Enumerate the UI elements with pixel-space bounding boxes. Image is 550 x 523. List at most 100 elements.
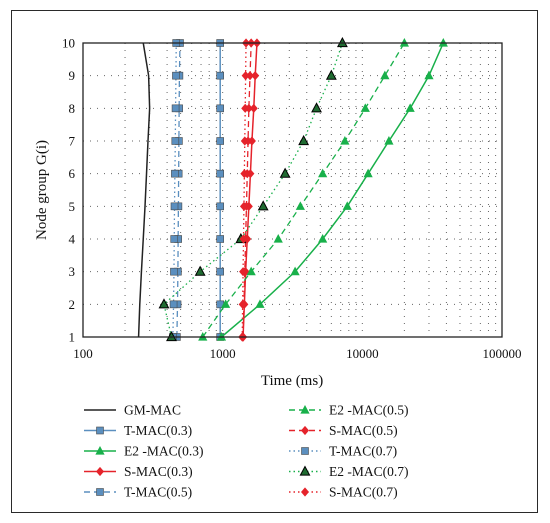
data-point xyxy=(311,102,322,113)
x-tick-label: 100000 xyxy=(483,346,522,361)
data-point xyxy=(194,265,206,276)
data-point xyxy=(216,104,224,113)
data-point xyxy=(216,71,224,80)
data-point xyxy=(170,267,178,276)
series-e2-mac-0-5- xyxy=(198,38,409,341)
data-point xyxy=(318,234,328,243)
tick-labels: 100 1000 10000 100000 1 2 3 4 5 6 7 8 9 10 xyxy=(62,36,522,362)
data-point xyxy=(216,235,224,243)
series-s-mac-0-7- xyxy=(238,38,251,342)
y-tick-label: 7 xyxy=(69,134,76,149)
series-line xyxy=(242,42,252,338)
data-point xyxy=(96,466,104,477)
series-line xyxy=(163,42,344,338)
data-point xyxy=(290,266,300,276)
data-point xyxy=(246,266,256,276)
plot-area xyxy=(82,42,503,338)
data-point xyxy=(340,136,350,145)
data-point xyxy=(171,169,179,178)
data-point xyxy=(298,134,310,146)
y-tick-label: 4 xyxy=(69,232,76,247)
legend-item: S-MAC(0.5) xyxy=(289,423,398,438)
data-point xyxy=(336,36,348,48)
data-point xyxy=(169,300,178,309)
legend-label: S-MAC(0.7) xyxy=(329,485,398,500)
data-point xyxy=(216,202,224,211)
data-point xyxy=(96,488,104,496)
data-point xyxy=(299,465,311,476)
data-point xyxy=(325,69,337,80)
data-point xyxy=(255,299,265,308)
data-point xyxy=(399,38,409,47)
legend-item: E2 -MAC(0.5) xyxy=(289,403,409,418)
data-point xyxy=(170,235,179,243)
series-e2-mac-0-7- xyxy=(158,36,348,342)
data-point xyxy=(240,136,249,146)
data-point xyxy=(216,169,224,178)
legend-label: E2 -MAC(0.3) xyxy=(124,444,204,459)
data-point xyxy=(360,103,370,112)
series-e2-mac-0-3- xyxy=(216,38,448,341)
legend-label: T-MAC(0.5) xyxy=(124,485,192,500)
data-point xyxy=(171,104,180,113)
data-point xyxy=(198,332,208,341)
data-point xyxy=(380,70,390,80)
legend-item: E2 -MAC(0.7) xyxy=(289,464,409,479)
data-point xyxy=(239,234,248,244)
data-point xyxy=(249,103,258,113)
data-point xyxy=(257,200,269,211)
legend-item: S-MAC(0.3) xyxy=(84,464,193,479)
data-point xyxy=(273,234,283,243)
data-point xyxy=(216,137,224,145)
data-point xyxy=(251,71,260,81)
data-point xyxy=(279,167,291,178)
legend: GM-MAC T-MAC(0.3) E2 -MAC(0.3) S-MAC(0.3) T-… xyxy=(84,403,409,500)
x-axis-label: Time (ms) xyxy=(261,373,323,389)
legend-label: S-MAC(0.3) xyxy=(124,464,193,479)
y-tick-label: 10 xyxy=(62,36,75,51)
legend-item: GM-MAC xyxy=(84,403,181,418)
data-point xyxy=(295,201,305,210)
data-point xyxy=(384,136,394,145)
y-tick-label: 6 xyxy=(69,166,76,181)
y-tick-label: 2 xyxy=(69,297,76,312)
data-point xyxy=(405,103,415,112)
data-point xyxy=(241,71,250,81)
data-point xyxy=(216,267,224,276)
series-t-mac-0-5- xyxy=(173,39,184,341)
data-point xyxy=(172,71,180,80)
data-point xyxy=(240,169,249,179)
data-point xyxy=(96,426,104,435)
legend-label: E2 -MAC(0.5) xyxy=(329,403,409,418)
data-point xyxy=(438,38,448,47)
data-point xyxy=(170,202,179,211)
data-point xyxy=(424,70,434,80)
y-tick-label: 8 xyxy=(69,101,76,116)
series-gm-mac xyxy=(137,42,151,338)
y-tick-label: 1 xyxy=(69,330,76,345)
y-axis-label: Node group G(i) xyxy=(34,140,50,240)
legend-label: GM-MAC xyxy=(124,403,181,418)
series-line xyxy=(137,42,151,338)
legend-item: S-MAC(0.7) xyxy=(289,485,398,500)
legend-label: T-MAC(0.3) xyxy=(124,423,192,438)
data-point xyxy=(301,487,309,497)
data-point xyxy=(239,267,248,277)
x-tick-label: 10000 xyxy=(346,346,379,361)
x-tick-label: 100 xyxy=(73,346,93,361)
data-point xyxy=(301,447,309,455)
data-point xyxy=(241,103,250,113)
x-tick-label: 1000 xyxy=(210,346,236,361)
series-line xyxy=(220,42,444,338)
data-point xyxy=(216,332,227,341)
series-line xyxy=(202,42,405,338)
legend-item: E2 -MAC(0.3) xyxy=(84,444,204,459)
y-tick-label: 9 xyxy=(69,68,76,83)
legend-label: S-MAC(0.5) xyxy=(329,423,398,438)
data-point xyxy=(221,299,231,308)
data-point xyxy=(300,405,310,414)
y-tick-label: 5 xyxy=(69,199,76,214)
data-point xyxy=(239,201,248,211)
data-point xyxy=(238,299,247,309)
